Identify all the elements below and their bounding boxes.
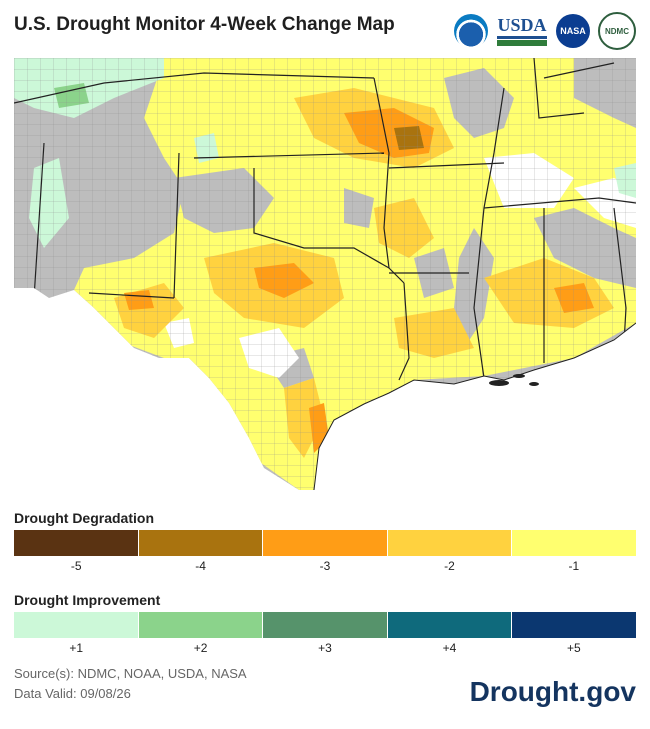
- agency-logos: USDA NASA NDMC: [454, 12, 636, 50]
- improvement-label-1: +1: [69, 641, 84, 655]
- improvement-swatch-1: [14, 612, 139, 638]
- drought-gov-brand[interactable]: Drought.gov: [469, 676, 636, 707]
- ndmc-logo: NDMC: [598, 12, 636, 50]
- improvement-label-5: +5: [566, 641, 581, 655]
- degradation-label-4: -4: [195, 559, 206, 573]
- degradation-swatch-1: [512, 530, 636, 556]
- improvement-legend-bar: [14, 612, 636, 638]
- improvement-label-4: +4: [442, 641, 457, 655]
- data-valid-text: Data Valid: 09/08/26: [14, 686, 131, 701]
- map-title: U.S. Drought Monitor 4-Week Change Map: [14, 14, 395, 35]
- degradation-legend-title: Drought Degradation: [14, 510, 154, 526]
- improvement-swatch-4: [387, 612, 513, 638]
- state-borders: [14, 58, 636, 381]
- improvement-legend-labels: +1 +2 +3 +4 +5: [14, 641, 636, 655]
- map-svg: [14, 58, 636, 490]
- degradation-label-1: -1: [568, 559, 580, 573]
- improvement-legend-title: Drought Improvement: [14, 592, 161, 608]
- improvement-label-2: +2: [193, 641, 208, 655]
- usda-logo: USDA: [496, 13, 548, 49]
- drought-change-map: [14, 58, 636, 490]
- improvement-label-3: +3: [318, 641, 332, 655]
- nasa-logo: NASA: [556, 14, 590, 48]
- degradation-swatch-2: [387, 530, 513, 556]
- degradation-label-2: -2: [444, 559, 455, 573]
- header: U.S. Drought Monitor 4-Week Change Map U…: [14, 0, 636, 58]
- usda-logo-bars: [497, 36, 547, 46]
- degradation-legend-labels: -5 -4 -3 -2 -1: [14, 559, 636, 573]
- improvement-swatch-2: [138, 612, 264, 638]
- degradation-swatch-4: [138, 530, 264, 556]
- noaa-logo: [454, 14, 488, 48]
- source-text: Source(s): NDMC, NOAA, USDA, NASA: [14, 666, 247, 681]
- gulf-coastline: [313, 322, 636, 490]
- degradation-swatch-3: [263, 530, 388, 556]
- land: [14, 58, 636, 490]
- improvement-swatch-3: [263, 612, 388, 638]
- degradation-legend-bar: [14, 530, 636, 556]
- delta-islands: [489, 374, 539, 386]
- degradation-label-5: -5: [70, 559, 82, 573]
- degradation-swatch-5: [14, 530, 139, 556]
- improvement-swatch-5: [512, 612, 636, 638]
- degradation-label-3: -3: [319, 559, 331, 573]
- usda-logo-text: USDA: [497, 15, 547, 35]
